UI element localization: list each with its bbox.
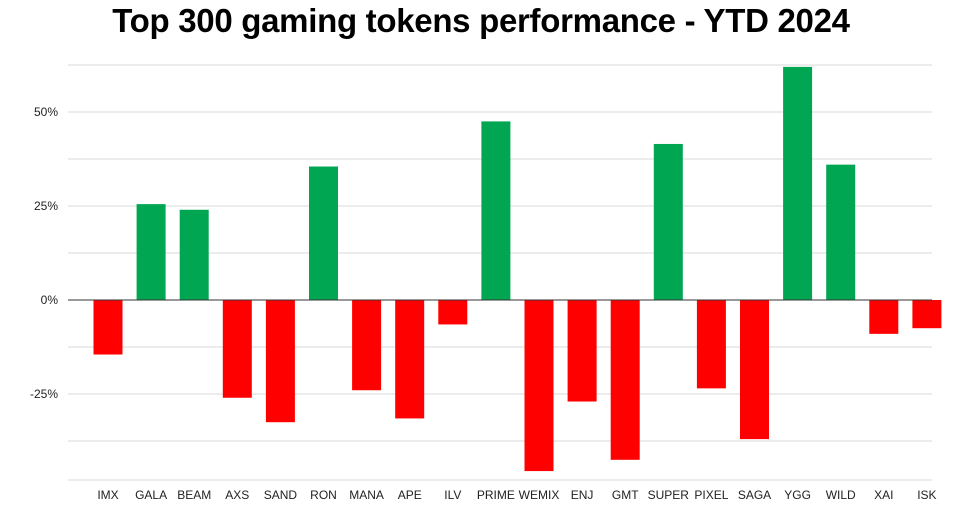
x-tick-label: WEMIX bbox=[519, 488, 560, 502]
y-axis-ticks: 50% 25% 0% -25% bbox=[30, 105, 58, 401]
x-tick-label: ILV bbox=[444, 488, 461, 502]
bar-super bbox=[653, 143, 683, 300]
x-tick-label: ISK bbox=[917, 488, 936, 502]
bar-ygg bbox=[783, 66, 813, 300]
x-tick-label: SAGA bbox=[738, 488, 771, 502]
bar-pixel bbox=[696, 300, 726, 389]
x-tick-label: SAND bbox=[264, 488, 298, 502]
bar-sand bbox=[265, 300, 295, 423]
x-tick-label: RON bbox=[310, 488, 337, 502]
bar-imx bbox=[93, 300, 123, 355]
x-tick-label: AXS bbox=[225, 488, 249, 502]
bar-isk bbox=[912, 300, 942, 329]
x-tick-label: ENJ bbox=[571, 488, 594, 502]
y-tick-label: 25% bbox=[34, 199, 58, 213]
chart-title: Top 300 gaming tokens performance - YTD … bbox=[112, 2, 850, 39]
bar-ron bbox=[309, 166, 338, 300]
bar-mana bbox=[352, 300, 382, 391]
bar-gala bbox=[136, 204, 166, 300]
bars bbox=[93, 66, 942, 472]
bar-wemix bbox=[524, 300, 554, 472]
x-axis-ticks: IMX GALA BEAM AXS SAND RON MANA APE ILV PRIME WEMI… bbox=[97, 488, 936, 502]
bar-beam bbox=[179, 209, 209, 300]
bar-saga bbox=[740, 300, 769, 440]
x-tick-label: BEAM bbox=[177, 488, 211, 502]
x-tick-label: XAI bbox=[874, 488, 893, 502]
bar-xai bbox=[869, 300, 899, 334]
bar-ape bbox=[395, 300, 425, 419]
bar-wild bbox=[826, 164, 856, 300]
x-tick-label: WILD bbox=[826, 488, 856, 502]
x-tick-label: GMT bbox=[612, 488, 639, 502]
bar-gmt bbox=[610, 300, 640, 460]
y-tick-label: 50% bbox=[34, 105, 58, 119]
x-tick-label: YGG bbox=[784, 488, 811, 502]
bar-axs bbox=[222, 300, 252, 398]
y-tick-label: -25% bbox=[30, 387, 58, 401]
x-tick-label: IMX bbox=[97, 488, 118, 502]
x-tick-label: PRIME bbox=[477, 488, 515, 502]
x-tick-label: APE bbox=[398, 488, 422, 502]
bar-enj bbox=[567, 300, 597, 402]
x-tick-label: GALA bbox=[135, 488, 167, 502]
x-tick-label: PIXEL bbox=[694, 488, 728, 502]
bar-ilv bbox=[438, 300, 468, 325]
x-tick-label: MANA bbox=[349, 488, 384, 502]
y-tick-label: 0% bbox=[41, 293, 59, 307]
bar-prime bbox=[481, 121, 511, 301]
x-tick-label: SUPER bbox=[648, 488, 690, 502]
